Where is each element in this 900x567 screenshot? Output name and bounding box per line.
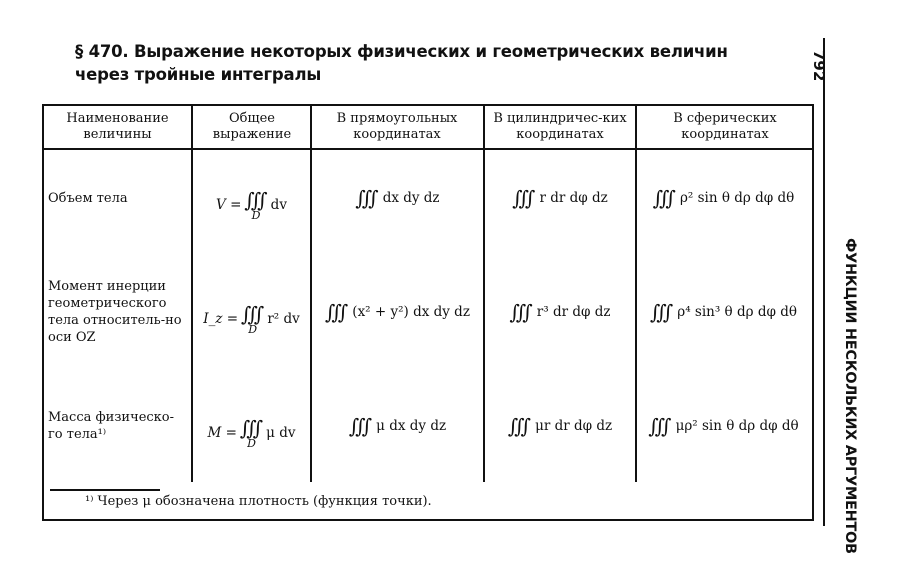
formula-text: (x² + y²) dx dy dz <box>352 304 470 320</box>
column-header: Общее выражение <box>212 111 292 142</box>
quantity-name: Объем тела <box>48 170 188 226</box>
integral-sign: ∫∫∫ <box>241 302 264 326</box>
triple-integral-icon: ∫∫∫ <box>650 300 673 324</box>
general-expression: M = ∫∫∫ D μ dv <box>193 398 310 468</box>
triple-integral-icon: ∫∫∫ <box>348 414 372 438</box>
general-expression: I_z = ∫∫∫ D r² dv <box>193 270 310 368</box>
triple-integral-icon: ∫∫∫ <box>325 300 348 324</box>
cylindrical-formula: ∫∫∫ r dr dφ dz <box>485 170 635 226</box>
triple-integral-icon: ∫∫∫ <box>507 414 531 438</box>
footnote: ¹⁾ Через μ обозначена плотность (функция… <box>85 494 432 509</box>
expression-integrand: r² dv <box>267 311 300 327</box>
triple-integral-icon: ∫∫∫ D <box>241 303 264 335</box>
quantity-name: Масса физическо-го тела¹⁾ <box>48 398 188 454</box>
formula-text: μρ² sin θ dρ dφ dθ <box>675 418 799 434</box>
quantity-name-text: Объем тела <box>48 190 128 206</box>
quantity-name-text: Момент инерции геометрического тела отно… <box>48 279 182 345</box>
page-number: 792 <box>810 50 828 82</box>
formula-text: μr dr dφ dz <box>535 418 613 434</box>
formula-text: ρ⁴ sin³ θ dρ dφ dθ <box>677 304 797 320</box>
rectangular-formula: ∫∫∫ μ dx dy dz <box>312 398 483 454</box>
expression-lhs: V = <box>216 197 242 213</box>
column-divider <box>310 104 312 482</box>
margin-rule <box>823 38 825 526</box>
column-divider <box>635 104 637 482</box>
formula-text: r³ dr dφ dz <box>536 304 611 320</box>
column-divider <box>191 104 193 482</box>
expression-integrand: dv <box>270 197 287 213</box>
header-divider <box>42 148 812 150</box>
expression-integrand: μ dv <box>266 425 296 441</box>
expression-lhs: I_z = <box>203 311 239 327</box>
triple-integral-icon: ∫∫∫ D <box>244 189 267 221</box>
integration-domain: D <box>248 323 258 336</box>
cylindrical-formula: ∫∫∫ r³ dr dφ dz <box>485 270 635 354</box>
integral-sign: ∫∫∫ <box>244 188 267 212</box>
quantity-name-text: Масса физическо-го тела¹⁾ <box>48 410 175 442</box>
formula-text: r dr dφ dz <box>539 190 608 206</box>
title-line-2: через тройные интегралы <box>75 65 322 84</box>
integration-domain: D <box>251 209 261 222</box>
general-expression: V = ∫∫∫ D dv <box>193 170 310 240</box>
column-header: В прямоугольных координатах <box>336 111 458 142</box>
spherical-formula: ∫∫∫ μρ² sin θ dρ dφ dθ <box>637 398 810 454</box>
integral-sign: ∫∫∫ <box>239 416 263 440</box>
triple-integral-icon: ∫∫∫ <box>509 300 533 324</box>
column-header: В цилиндричес-ких координатах <box>493 111 627 142</box>
formula-text: dx dy dz <box>382 190 440 206</box>
rectangular-formula: ∫∫∫ dx dy dz <box>312 170 483 226</box>
triple-integral-icon: ∫∫∫ <box>355 186 378 210</box>
formula-text: ρ² sin θ dρ dφ dθ <box>679 190 795 206</box>
formula-table <box>42 104 814 521</box>
integration-domain: D <box>247 437 256 450</box>
quantity-name: Момент инерции геометрического тела отно… <box>48 270 188 354</box>
expression-lhs: M = <box>207 425 237 441</box>
triple-integral-icon: ∫∫∫ <box>512 186 535 210</box>
triple-integral-icon: ∫∫∫ <box>648 414 671 438</box>
column-divider <box>483 104 485 482</box>
footnote-rule <box>50 489 160 491</box>
title-line-1: § 470. Выражение некоторых физических и … <box>75 42 728 61</box>
formula-text: μ dx dy dz <box>376 418 447 434</box>
spherical-formula: ∫∫∫ ρ² sin θ dρ dφ dθ <box>637 170 810 226</box>
rectangular-formula: ∫∫∫ (x² + y²) dx dy dz <box>312 270 483 354</box>
triple-integral-icon: ∫∫∫ <box>652 186 676 210</box>
spherical-formula: ∫∫∫ ρ⁴ sin³ θ dρ dφ dθ <box>637 270 810 354</box>
triple-integral-icon: ∫∫∫ D <box>240 417 263 449</box>
column-header: Наименование величины <box>66 111 169 142</box>
column-header: В сферических координатах <box>673 111 777 142</box>
cylindrical-formula: ∫∫∫ μr dr dφ dz <box>485 398 635 454</box>
section-title: § 470. Выражение некоторых физических и … <box>75 40 728 86</box>
running-head: ФУНКЦИИ НЕСКОЛЬКИХ АРГУМЕНТОВ <box>842 238 858 554</box>
